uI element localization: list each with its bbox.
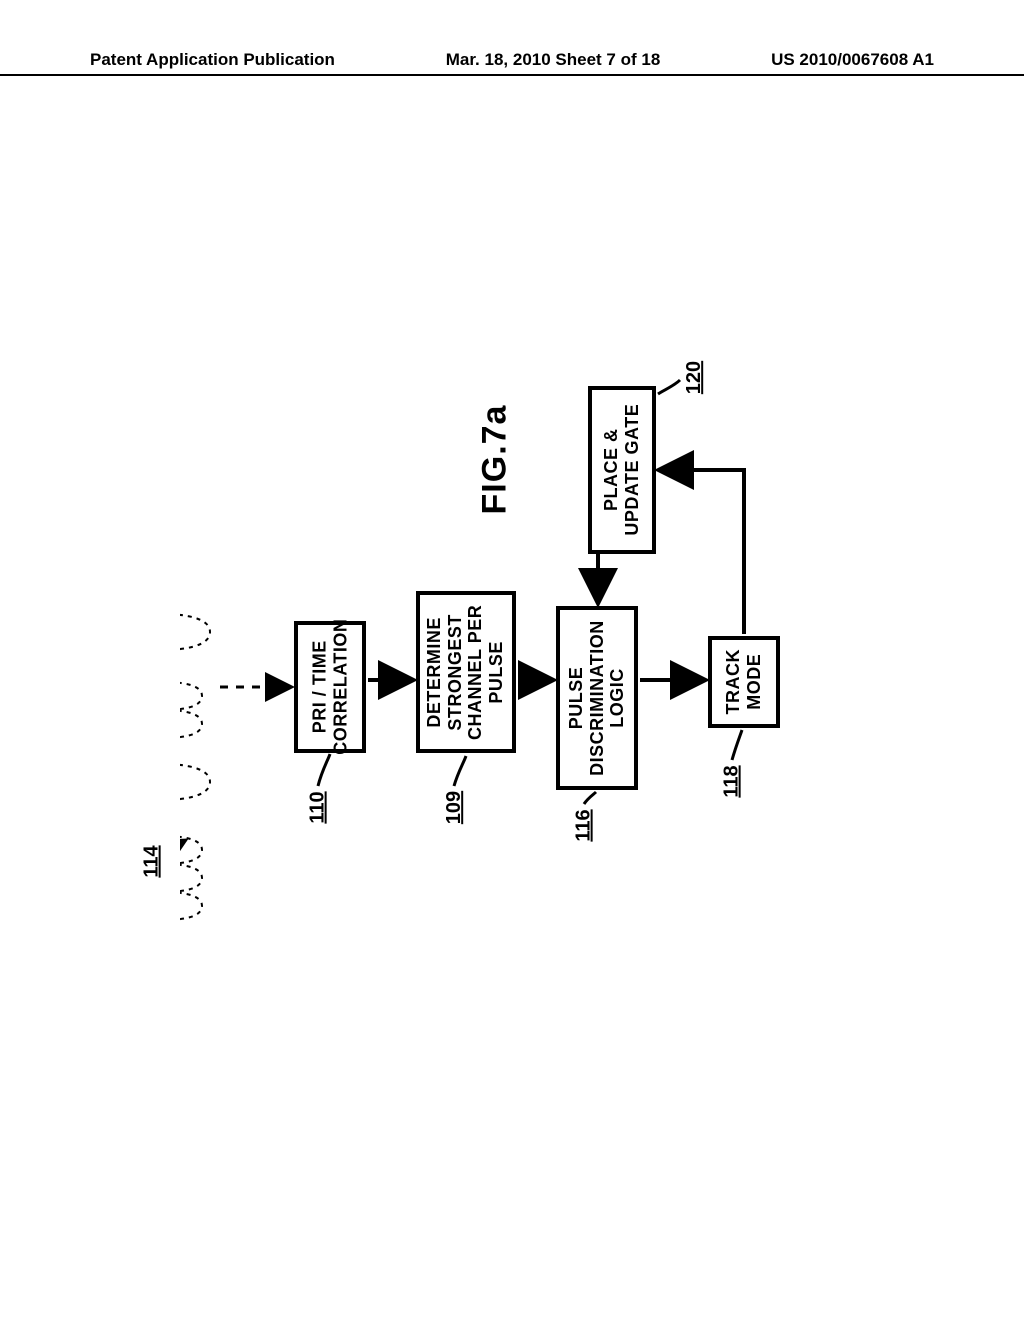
figure-7a-diagram: PRI / TIMECORRELATION DETERMINESTRONGEST… (180, 180, 800, 960)
box-place-update-gate: PLACE &UPDATE GATE (588, 386, 656, 554)
ref-110: 110 (307, 791, 330, 823)
figure-label: FIG.7a (475, 405, 514, 515)
ref-116: 116 (573, 809, 596, 841)
ref-118: 118 (721, 765, 744, 797)
box-pulse-discrimination-logic: PULSEDISCRIMINATIONLOGIC (556, 606, 638, 790)
header-left: Patent Application Publication (90, 50, 335, 70)
box-determine-strongest-channel: DETERMINESTRONGESTCHANNEL PERPULSE (416, 591, 516, 753)
ref-109: 109 (443, 791, 466, 824)
header-right: US 2010/0067608 A1 (771, 50, 934, 70)
ref-114: 114 (141, 845, 164, 877)
header-center: Mar. 18, 2010 Sheet 7 of 18 (446, 50, 661, 70)
box-118-label: TRACKMODE (723, 649, 764, 715)
box-109-label: DETERMINESTRONGESTCHANNEL PERPULSE (425, 604, 508, 739)
box-110-label: PRI / TIMECORRELATION (309, 619, 350, 755)
box-116-label: PULSEDISCRIMINATIONLOGIC (566, 620, 628, 776)
ref-120: 120 (683, 361, 706, 394)
box-120-label: PLACE &UPDATE GATE (601, 404, 642, 536)
box-track-mode: TRACKMODE (708, 636, 780, 728)
diagram-connectors (180, 180, 800, 960)
page-header: Patent Application Publication Mar. 18, … (0, 50, 1024, 76)
box-pri-time-correlation: PRI / TIMECORRELATION (294, 621, 366, 753)
